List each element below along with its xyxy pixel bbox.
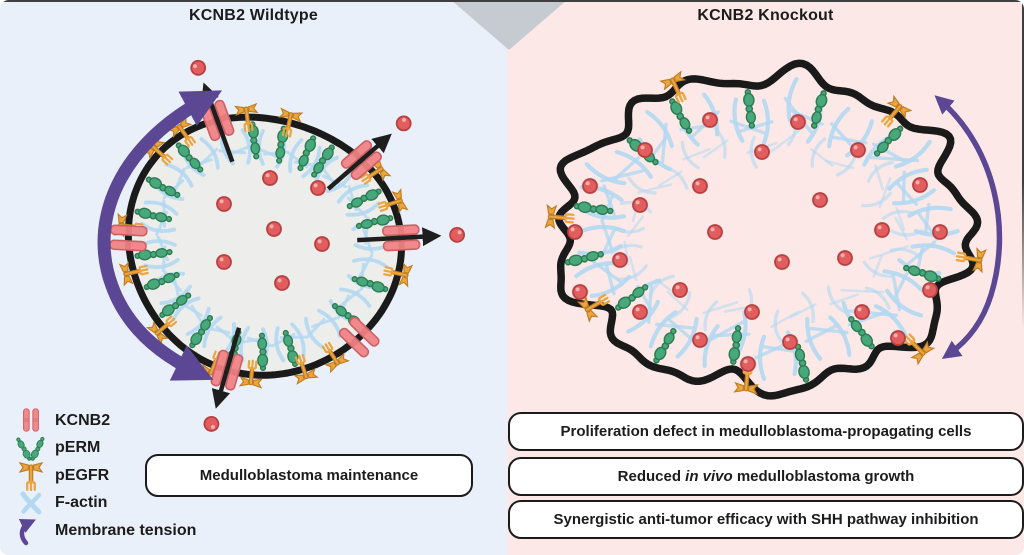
legend-label: KCNB2 bbox=[55, 411, 111, 429]
wildtype-cell bbox=[108, 57, 466, 434]
wildtype-result-box: Medulloblastoma maintenance bbox=[145, 454, 473, 497]
membrane-tension-arrow-right bbox=[934, 95, 1003, 360]
knockout-result-text-3: Synergistic anti-tumor efficacy with SHH… bbox=[553, 511, 979, 528]
wildtype-title: KCNB2 Wildtype bbox=[189, 7, 318, 24]
pegfr-icon bbox=[18, 461, 44, 491]
knockout-result-box-2: Reduced in vivo medulloblastoma growth bbox=[508, 457, 1024, 496]
legend-item-pegfr: pEGFR bbox=[16, 461, 196, 491]
knockout-result-text-1: Proliferation defect in medulloblastoma-… bbox=[560, 423, 972, 440]
kcnb2-channel-icon bbox=[23, 408, 39, 432]
panel-divider-notch bbox=[451, 0, 567, 50]
perm-icon bbox=[16, 435, 46, 463]
knockout-result-box-1: Proliferation defect in medulloblastoma-… bbox=[508, 412, 1024, 451]
legend-item-factin: F-actin bbox=[16, 490, 196, 518]
top-edge-line bbox=[0, 0, 1024, 2]
legend-label: pERM bbox=[55, 439, 101, 457]
membrane-tension-arrow-left bbox=[97, 90, 223, 381]
knockout-result-box-3: Synergistic anti-tumor efficacy with SHH… bbox=[508, 500, 1024, 539]
legend-label: Membrane tension bbox=[55, 521, 197, 539]
legend-item-kcnb2: KCNB2 bbox=[16, 407, 196, 435]
right-edge-line bbox=[1022, 0, 1024, 330]
legend-label: pEGFR bbox=[55, 466, 110, 484]
knockout-result-text-2: Reduced in vivo medulloblastoma growth bbox=[617, 468, 915, 485]
knockout-f-actin-mesh bbox=[574, 77, 960, 381]
knockout-cell bbox=[544, 59, 987, 400]
membrane-tension-icon bbox=[18, 518, 36, 545]
legend-item-tension: Membrane tension bbox=[16, 517, 196, 545]
legend-label: F-actin bbox=[55, 494, 108, 512]
legend-item-perm: pERM bbox=[16, 435, 196, 463]
f-actin-icon bbox=[20, 491, 42, 515]
legend: KCNB2 pERM pEGFR F-actin M bbox=[16, 407, 196, 545]
knockout-title: KCNB2 Knockout bbox=[697, 7, 834, 24]
wildtype-result-text: Medulloblastoma maintenance bbox=[199, 467, 419, 484]
